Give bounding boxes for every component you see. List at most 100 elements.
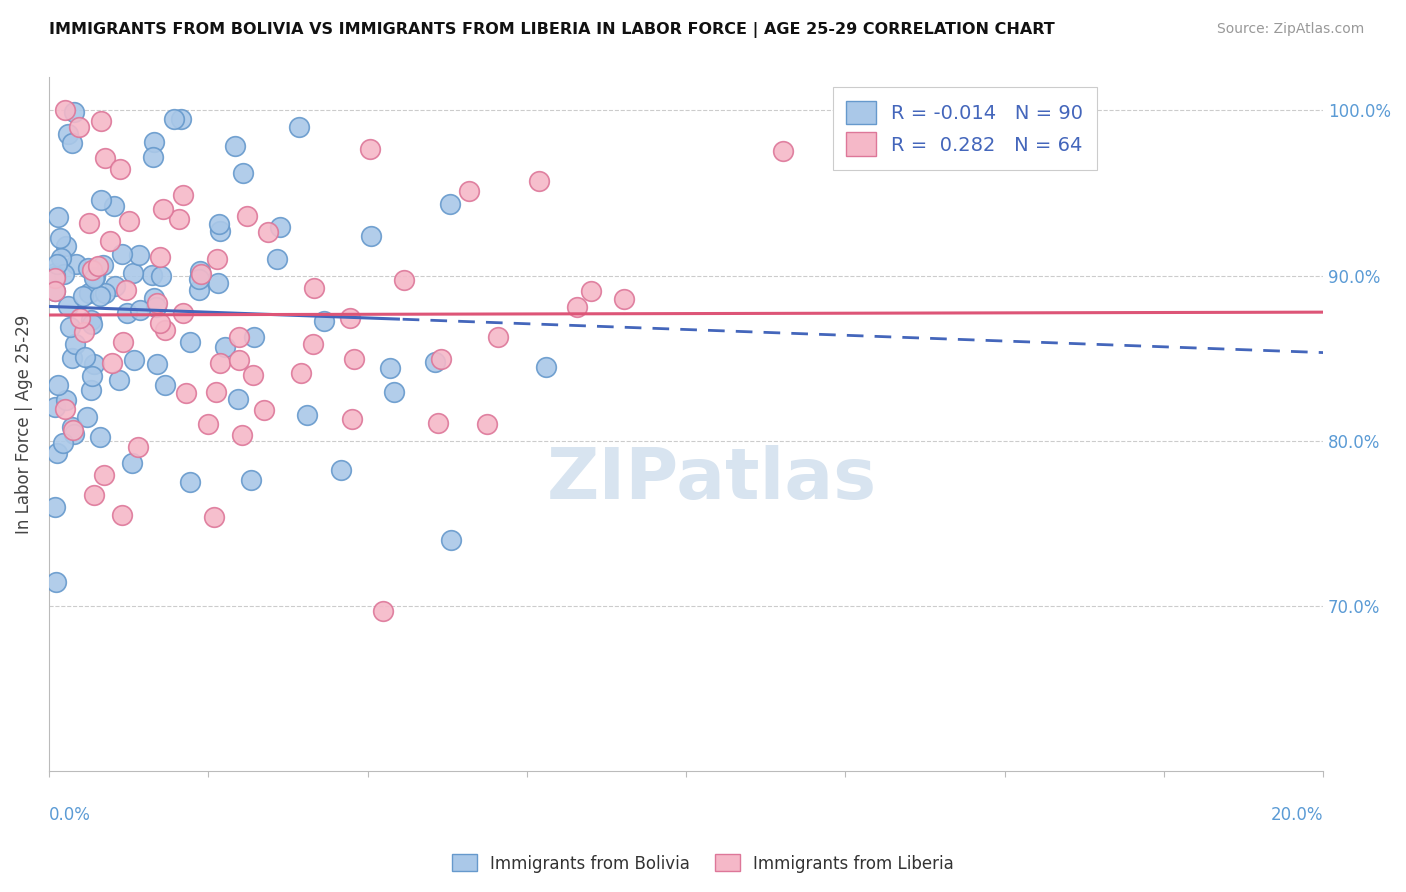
Point <box>84 269 107 284</box>
Point <box>231 428 253 442</box>
Y-axis label: In Labor Force | Age 25-29: In Labor Force | Age 25-29 <box>15 315 32 534</box>
Point <box>486 330 509 344</box>
Point <box>128 248 150 262</box>
Point <box>49 251 72 265</box>
Point <box>59 320 82 334</box>
Point <box>83 357 105 371</box>
Point <box>224 139 246 153</box>
Point <box>111 334 134 349</box>
Text: ZIPatlas: ZIPatlas <box>547 445 876 515</box>
Point <box>55 239 77 253</box>
Point <box>46 378 69 392</box>
Point <box>44 284 66 298</box>
Point <box>98 235 121 249</box>
Point <box>190 267 212 281</box>
Point <box>142 135 165 149</box>
Point <box>67 120 90 134</box>
Point <box>155 377 177 392</box>
Point <box>343 351 366 366</box>
Point <box>174 385 197 400</box>
Point <box>146 296 169 310</box>
Point <box>58 299 80 313</box>
Text: 20.0%: 20.0% <box>1271 805 1323 824</box>
Point <box>149 250 172 264</box>
Point <box>79 216 101 230</box>
Point <box>439 196 461 211</box>
Point <box>392 273 415 287</box>
Point <box>179 334 201 349</box>
Point <box>141 268 163 283</box>
Point <box>60 351 83 365</box>
Point <box>475 417 498 431</box>
Point <box>44 500 66 514</box>
Point <box>172 188 194 202</box>
Point <box>124 352 146 367</box>
Point <box>90 193 112 207</box>
Point <box>44 269 66 284</box>
Point <box>228 330 250 344</box>
Point <box>63 105 86 120</box>
Point <box>76 409 98 424</box>
Point <box>240 473 263 487</box>
Point <box>77 260 100 275</box>
Point <box>179 475 201 489</box>
Point <box>108 161 131 176</box>
Point <box>297 408 319 422</box>
Point <box>172 306 194 320</box>
Point <box>44 271 66 285</box>
Point <box>145 300 167 314</box>
Point <box>91 258 114 272</box>
Point <box>253 402 276 417</box>
Point <box>44 284 66 298</box>
Point <box>46 210 69 224</box>
Point <box>65 257 87 271</box>
Point <box>378 360 401 375</box>
Point <box>359 142 381 156</box>
Point <box>152 202 174 216</box>
Point <box>82 263 104 277</box>
Point <box>242 368 264 382</box>
Point <box>89 429 111 443</box>
Point <box>83 487 105 501</box>
Point <box>339 311 361 326</box>
Point <box>579 284 602 298</box>
Point <box>430 352 453 367</box>
Point <box>266 252 288 267</box>
Point <box>90 114 112 128</box>
Point <box>228 353 250 368</box>
Point <box>288 120 311 134</box>
Point <box>565 300 588 314</box>
Point <box>155 322 177 336</box>
Point <box>58 127 80 141</box>
Point <box>209 224 232 238</box>
Point <box>290 367 312 381</box>
Point <box>45 257 67 271</box>
Point <box>302 280 325 294</box>
Point <box>80 317 103 331</box>
Point <box>330 463 353 477</box>
Point <box>208 356 231 370</box>
Point <box>457 184 479 198</box>
Point <box>188 264 211 278</box>
Point <box>104 279 127 293</box>
Point <box>188 271 211 285</box>
Point <box>72 325 94 339</box>
Point <box>143 291 166 305</box>
Point <box>107 373 129 387</box>
Point <box>62 423 84 437</box>
Point <box>382 385 405 400</box>
Point <box>236 209 259 223</box>
Point <box>373 604 395 618</box>
Point <box>205 252 228 266</box>
Point <box>207 217 229 231</box>
Text: Source: ZipAtlas.com: Source: ZipAtlas.com <box>1216 22 1364 37</box>
Text: 0.0%: 0.0% <box>49 805 91 824</box>
Point <box>256 226 278 240</box>
Point <box>45 575 67 590</box>
Text: IMMIGRANTS FROM BOLIVIA VS IMMIGRANTS FROM LIBERIA IN LABOR FORCE | AGE 25-29 CO: IMMIGRANTS FROM BOLIVIA VS IMMIGRANTS FR… <box>49 22 1054 38</box>
Point <box>69 311 91 326</box>
Legend: R = -0.014   N = 90, R =  0.282   N = 64: R = -0.014 N = 90, R = 0.282 N = 64 <box>832 87 1097 169</box>
Point <box>103 199 125 213</box>
Point <box>360 229 382 244</box>
Point <box>122 267 145 281</box>
